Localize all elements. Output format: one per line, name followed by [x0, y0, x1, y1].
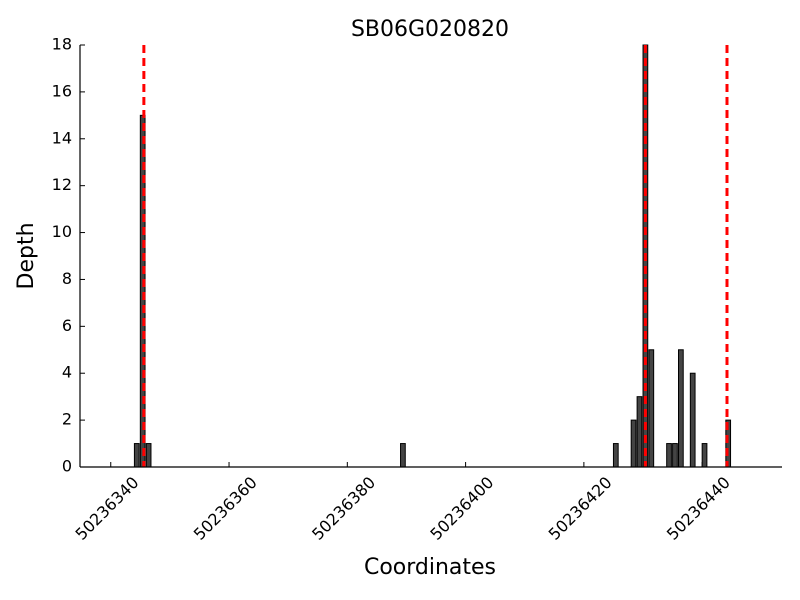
bar [672, 443, 678, 468]
y-tick-label: 14 [52, 128, 72, 147]
x-tick-label: 50236380 [308, 473, 379, 544]
y-tick-label: 18 [52, 35, 72, 54]
bar [630, 419, 637, 468]
x-tick-label: 50236440 [663, 473, 734, 544]
y-tick-label: 10 [52, 222, 72, 241]
bar [678, 349, 684, 468]
bar [666, 443, 672, 468]
y-tick-label: 12 [52, 175, 72, 194]
bar [701, 443, 708, 468]
bar [133, 443, 140, 468]
bar [145, 443, 152, 468]
x-axis-label: Coordinates [364, 555, 496, 580]
x-tick-label: 50236360 [190, 473, 261, 544]
bar [612, 443, 619, 468]
bar [400, 443, 406, 468]
x-tick-label: 50236340 [72, 473, 143, 544]
bar [689, 372, 696, 468]
bar [636, 396, 643, 468]
bar [648, 349, 655, 468]
y-tick-label: 0 [62, 457, 72, 476]
y-axis-label: Depth [14, 222, 39, 289]
x-tick-label: 50236400 [426, 473, 497, 544]
y-tick-label: 16 [52, 81, 72, 100]
y-tick-label: 6 [62, 316, 72, 335]
chart-title: SB06G020820 [351, 17, 509, 42]
x-tick-label: 50236420 [545, 473, 616, 544]
y-tick-label: 8 [62, 269, 72, 288]
y-tick-label: 4 [62, 363, 72, 382]
y-tick-label: 2 [62, 410, 72, 429]
